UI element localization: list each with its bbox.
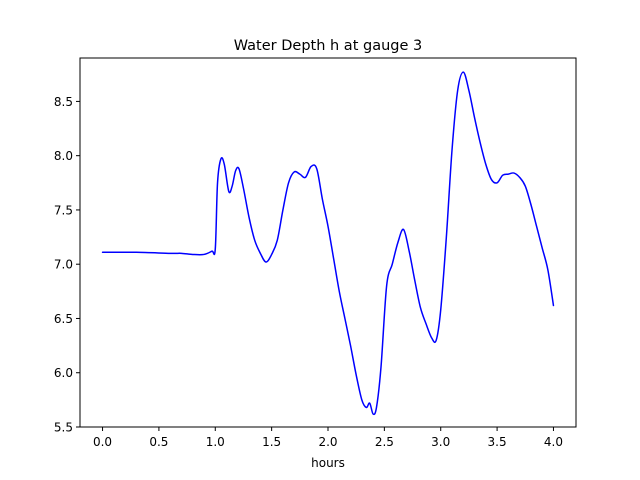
x-axis-label: hours — [311, 456, 345, 470]
x-tick-label: 0.0 — [93, 435, 112, 449]
y-tick-label: 8.0 — [54, 149, 73, 163]
x-tick-label: 3.0 — [431, 435, 450, 449]
y-tick-label: 7.0 — [54, 258, 73, 272]
y-tick-label: 8.5 — [54, 95, 73, 109]
x-tick-label: 4.0 — [544, 435, 563, 449]
x-axis: 0.0 0.5 1.0 1.5 2.0 2.5 3.0 3.5 4.0 — [93, 427, 563, 449]
y-tick-label: 7.5 — [54, 203, 73, 217]
x-tick-label: 1.0 — [206, 435, 225, 449]
x-tick-label: 1.5 — [262, 435, 281, 449]
plot-area — [80, 58, 576, 427]
plot-frame — [79, 57, 577, 428]
y-tick-label: 5.5 — [54, 421, 73, 435]
chart-title: Water Depth h at gauge 3 — [234, 38, 422, 54]
x-tick-label: 3.5 — [488, 435, 507, 449]
x-tick-label: 0.5 — [149, 435, 168, 449]
x-tick-label: 2.5 — [375, 435, 394, 449]
x-tick-label: 2.0 — [318, 435, 337, 449]
series-line — [101, 71, 555, 416]
y-tick-label: 6.5 — [54, 312, 73, 326]
y-axis: 5.5 6.0 6.5 7.0 7.5 8.0 8.5 — [54, 95, 80, 435]
y-tick-label: 6.0 — [54, 366, 73, 380]
